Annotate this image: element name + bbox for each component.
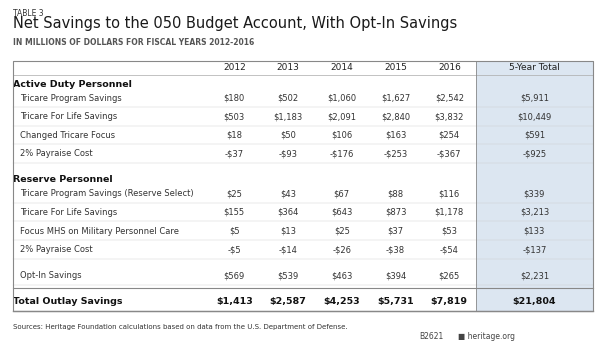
Text: 5-Year Total: 5-Year Total xyxy=(509,63,560,72)
Text: ■ heritage.org: ■ heritage.org xyxy=(458,332,515,341)
Text: Tricare For Life Savings: Tricare For Life Savings xyxy=(20,112,118,121)
Text: Focus MHS on Military Personnel Care: Focus MHS on Military Personnel Care xyxy=(20,227,179,236)
Text: $569: $569 xyxy=(224,271,245,280)
Text: $37: $37 xyxy=(388,227,404,236)
Text: $180: $180 xyxy=(224,94,245,103)
Text: $265: $265 xyxy=(439,271,460,280)
Text: TABLE 3: TABLE 3 xyxy=(13,9,44,18)
Text: 2% Payraise Cost: 2% Payraise Cost xyxy=(20,245,93,254)
Text: $2,231: $2,231 xyxy=(520,271,549,280)
Text: $4,253: $4,253 xyxy=(323,297,360,306)
Text: $133: $133 xyxy=(524,227,545,236)
Text: $25: $25 xyxy=(334,227,350,236)
Text: 2015: 2015 xyxy=(384,63,407,72)
Text: $5,911: $5,911 xyxy=(520,94,549,103)
FancyBboxPatch shape xyxy=(476,61,593,311)
Text: $5,731: $5,731 xyxy=(377,297,414,306)
Text: $339: $339 xyxy=(524,189,545,198)
Text: $502: $502 xyxy=(277,94,299,103)
Text: $2,587: $2,587 xyxy=(269,297,307,306)
Text: 2013: 2013 xyxy=(277,63,299,72)
Text: Active Duty Personnel: Active Duty Personnel xyxy=(13,80,132,89)
Text: $67: $67 xyxy=(334,189,350,198)
Text: $2,542: $2,542 xyxy=(435,94,464,103)
Text: $43: $43 xyxy=(280,189,296,198)
Text: $163: $163 xyxy=(385,131,406,140)
Text: $25: $25 xyxy=(226,189,242,198)
Text: Sources: Heritage Foundation calculations based on data from the U.S. Department: Sources: Heritage Foundation calculation… xyxy=(13,324,348,330)
Text: -$925: -$925 xyxy=(523,150,547,159)
Text: $21,804: $21,804 xyxy=(512,297,556,306)
Text: $106: $106 xyxy=(331,131,352,140)
Text: $18: $18 xyxy=(226,131,242,140)
Text: $88: $88 xyxy=(388,189,404,198)
Text: $3,213: $3,213 xyxy=(520,208,549,217)
Text: $116: $116 xyxy=(439,189,460,198)
Text: $1,183: $1,183 xyxy=(274,112,302,121)
Text: Changed Tricare Focus: Changed Tricare Focus xyxy=(20,131,116,140)
Text: -$26: -$26 xyxy=(332,245,352,254)
Text: $364: $364 xyxy=(277,208,299,217)
Text: $5: $5 xyxy=(229,227,239,236)
Text: -$176: -$176 xyxy=(329,150,354,159)
Text: $50: $50 xyxy=(280,131,296,140)
Text: Tricare Program Savings: Tricare Program Savings xyxy=(20,94,122,103)
Text: -$5: -$5 xyxy=(227,245,241,254)
Text: -$253: -$253 xyxy=(383,150,407,159)
Text: Reserve Personnel: Reserve Personnel xyxy=(13,176,113,184)
Text: Tricare For Life Savings: Tricare For Life Savings xyxy=(20,208,118,217)
Text: -$93: -$93 xyxy=(278,150,298,159)
Text: $1,627: $1,627 xyxy=(381,94,410,103)
Text: $2,840: $2,840 xyxy=(381,112,410,121)
Text: $3,832: $3,832 xyxy=(434,112,464,121)
Text: $463: $463 xyxy=(331,271,352,280)
Text: 2014: 2014 xyxy=(331,63,353,72)
Text: $643: $643 xyxy=(331,208,352,217)
Text: $873: $873 xyxy=(385,208,406,217)
Text: $7,819: $7,819 xyxy=(431,297,468,306)
Text: -$367: -$367 xyxy=(437,150,461,159)
Text: -$137: -$137 xyxy=(522,245,547,254)
Text: -$14: -$14 xyxy=(278,245,298,254)
Text: Opt-In Savings: Opt-In Savings xyxy=(20,271,82,280)
Text: -$54: -$54 xyxy=(440,245,459,254)
Text: $1,178: $1,178 xyxy=(434,208,464,217)
Text: B2621: B2621 xyxy=(419,332,443,341)
Text: $2,091: $2,091 xyxy=(328,112,356,121)
Text: 2016: 2016 xyxy=(438,63,461,72)
Text: $155: $155 xyxy=(224,208,245,217)
Text: 2012: 2012 xyxy=(223,63,245,72)
Text: $591: $591 xyxy=(524,131,545,140)
Text: $503: $503 xyxy=(224,112,245,121)
Text: Total Outlay Savings: Total Outlay Savings xyxy=(13,297,123,306)
Text: IN MILLIONS OF DOLLARS FOR FISCAL YEARS 2012-2016: IN MILLIONS OF DOLLARS FOR FISCAL YEARS … xyxy=(13,37,254,46)
Text: -$37: -$37 xyxy=(225,150,244,159)
Text: $254: $254 xyxy=(439,131,460,140)
Text: $394: $394 xyxy=(385,271,406,280)
Text: $539: $539 xyxy=(277,271,299,280)
Text: Tricare Program Savings (Reserve Select): Tricare Program Savings (Reserve Select) xyxy=(20,189,194,198)
Text: $53: $53 xyxy=(442,227,457,236)
Text: $1,060: $1,060 xyxy=(327,94,356,103)
Text: $13: $13 xyxy=(280,227,296,236)
Text: Net Savings to the 050 Budget Account, With Opt-In Savings: Net Savings to the 050 Budget Account, W… xyxy=(13,16,458,31)
Text: $1,413: $1,413 xyxy=(216,297,253,306)
Text: $10,449: $10,449 xyxy=(517,112,551,121)
Text: 2% Payraise Cost: 2% Payraise Cost xyxy=(20,150,93,159)
Text: -$38: -$38 xyxy=(386,245,405,254)
